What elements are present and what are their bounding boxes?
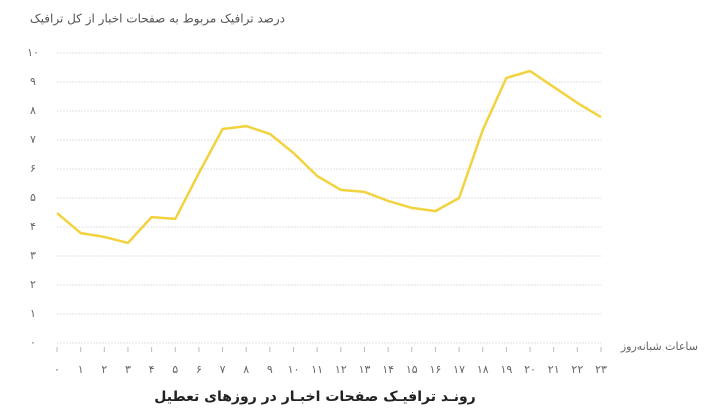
chart-subtitle: رونـد ترافیـک صفحات اخبـار در روزهای تعط…	[154, 389, 476, 405]
y-tick-label: ۵	[30, 191, 36, 204]
x-tick-label: ۲۳	[595, 363, 607, 376]
data-line	[56, 69, 602, 245]
x-tick-label: ۲۱	[548, 363, 560, 376]
y-tick-label: ۱	[30, 307, 36, 320]
x-tick-label: ۷	[220, 363, 226, 376]
x-tick-label: ۱۳	[359, 363, 371, 376]
y-tick-label: ۳	[30, 249, 36, 262]
x-tick-label: ۲	[101, 363, 107, 376]
y-tick-label: ۰	[30, 336, 36, 349]
x-axis-label: ساعات شبانه‌روز	[620, 340, 698, 353]
x-tick-label: ۱۶	[430, 363, 442, 376]
x-tick-label: ۱۹	[500, 363, 512, 376]
y-tick-label: ۸	[30, 104, 36, 117]
x-tick-label: ۳	[125, 363, 131, 376]
x-tick-label: ۲۲	[571, 363, 583, 376]
x-tick-label: ۹	[267, 363, 273, 376]
y-tick-label: ۷	[30, 133, 36, 146]
x-tick-label: ۱۰	[288, 363, 300, 376]
x-tick-label: ۵	[172, 363, 178, 376]
x-tick-label: ۱۴	[382, 363, 394, 376]
x-tick-label: ۱۱	[311, 363, 323, 376]
x-tick-label: ۰	[54, 363, 60, 376]
y-tick-label: ۶	[30, 162, 36, 175]
x-tick-label: ۱۷	[453, 363, 465, 376]
x-tick-label: ۱۲	[335, 363, 347, 376]
y-tick-label: ۴	[30, 220, 36, 233]
y-tick-label: ۹	[30, 75, 36, 88]
x-tick-label: ۴	[149, 363, 155, 376]
y-tick-label: ۲	[30, 278, 36, 291]
x-tick-label: ۱۵	[406, 363, 418, 376]
x-tick-label: ۲۰	[524, 363, 536, 376]
x-tick-label: ۱	[78, 363, 84, 376]
y-tick-label: ۱۰	[27, 46, 39, 59]
chart-title: درصد ترافیک مربوط به صفحات اخبار از کل ت…	[30, 12, 285, 27]
x-tick-label: ۸	[243, 363, 249, 376]
x-tick-label: ۶	[196, 363, 202, 376]
x-tick-label: ۱۸	[477, 363, 489, 376]
